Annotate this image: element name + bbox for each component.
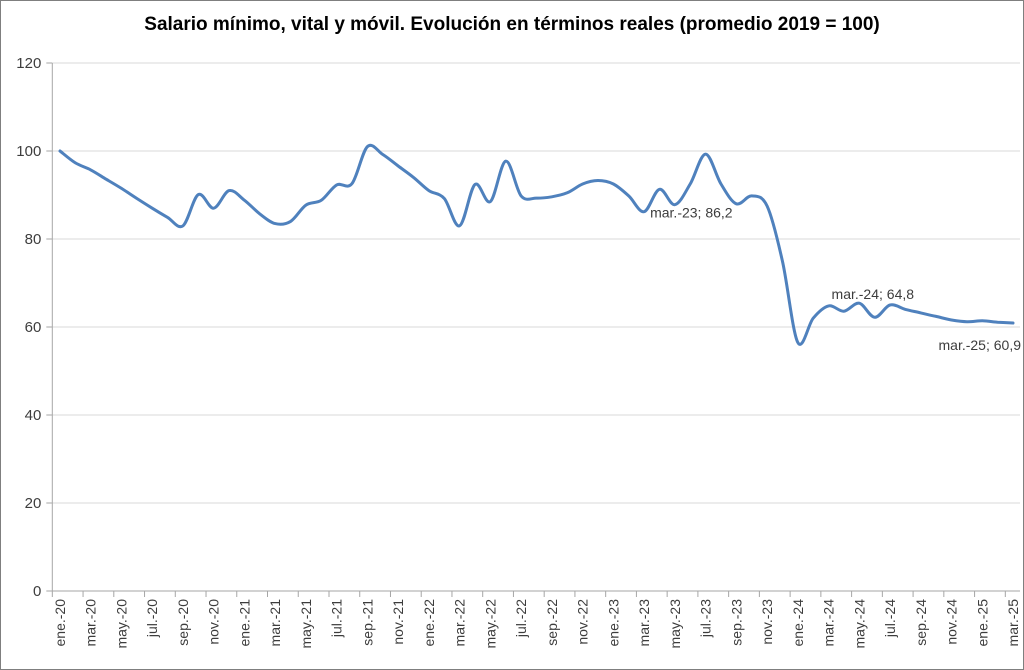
x-axis-label: jul.-21 [329, 599, 345, 638]
data-label: mar.-24; 64,8 [832, 286, 915, 302]
x-axis-label: ene.-24 [790, 599, 806, 647]
x-axis-label: ene.-23 [605, 599, 621, 647]
chart-title: Salario mínimo, vital y móvil. Evolución… [144, 14, 880, 35]
x-axis-label: nov.-23 [759, 599, 775, 645]
x-axis-label: jul.-23 [698, 599, 714, 638]
y-axis-label: 120 [16, 55, 41, 72]
x-axis-label: nov.-20 [206, 599, 222, 645]
x-axis-label: may.-20 [113, 599, 129, 649]
x-axis-label: mar.-22 [452, 599, 468, 647]
x-axis-label: ene.-22 [421, 599, 437, 647]
x-axis-label: mar.-25 [1005, 599, 1021, 647]
y-axis-label: 40 [25, 407, 42, 424]
x-axis-label: nov.-22 [575, 599, 591, 645]
x-axis-label: ene.-21 [236, 599, 252, 647]
x-axis-label: sep.-24 [913, 599, 929, 646]
y-axis-label: 100 [16, 143, 41, 160]
x-axis-label: ene.-25 [974, 599, 990, 647]
x-axis-label: sep.-20 [175, 599, 191, 646]
x-axis-label: mar.-24 [821, 599, 837, 647]
x-axis-label: jul.-20 [144, 599, 160, 638]
x-axis-label: mar.-20 [83, 599, 99, 647]
x-axis-label: may.-22 [482, 599, 498, 649]
y-axis-label: 0 [33, 583, 41, 600]
x-axis-label: mar.-23 [636, 599, 652, 647]
data-label: mar.-23; 86,2 [650, 205, 733, 221]
x-axis-label: jul.-24 [882, 599, 898, 638]
x-axis-label: sep.-22 [544, 599, 560, 646]
x-axis-label: may.-23 [667, 599, 683, 649]
x-axis-label: sep.-23 [728, 599, 744, 646]
x-axis-label: nov.-24 [944, 599, 960, 645]
x-axis-label: may.-21 [298, 599, 314, 649]
x-axis-label: may.-24 [851, 599, 867, 649]
x-axis-label: sep.-21 [359, 599, 375, 646]
salary-series-line [58, 143, 1015, 346]
x-axis-label: mar.-21 [267, 599, 283, 647]
x-axis-label: jul.-22 [513, 599, 529, 638]
y-axis-label: 60 [25, 319, 42, 336]
y-axis-label: 20 [25, 495, 42, 512]
data-label: mar.-25; 60,9 [939, 337, 1022, 353]
y-axis-label: 80 [25, 231, 42, 248]
x-axis-label: nov.-21 [390, 599, 406, 645]
x-axis-label: ene.-20 [52, 599, 68, 647]
